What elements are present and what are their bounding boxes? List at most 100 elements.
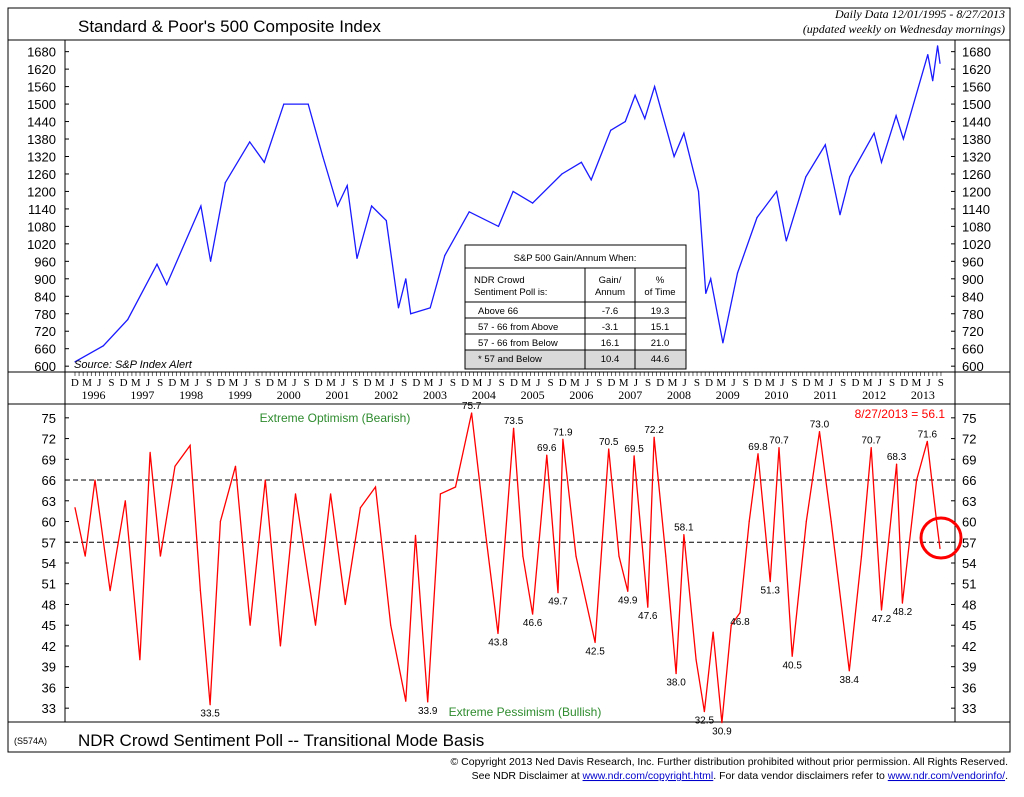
y-tick-label-right: 66	[962, 473, 976, 488]
data-point	[902, 138, 905, 140]
data-point	[454, 486, 457, 488]
data-point	[805, 176, 807, 178]
data-point	[895, 463, 898, 465]
data-label: 48.2	[893, 607, 913, 618]
x-month-label: S	[255, 377, 261, 389]
data-point	[166, 284, 168, 286]
data-label: 71.6	[918, 429, 938, 440]
vendor-link[interactable]: www.ndr.com/vendorinfo/	[887, 770, 1005, 782]
x-month-label: M	[619, 377, 629, 389]
data-point	[624, 120, 626, 123]
x-month-label: M	[472, 377, 482, 389]
data-point	[673, 155, 675, 158]
data-point	[390, 624, 392, 626]
data-point	[561, 173, 563, 175]
x-month-label: S	[743, 377, 749, 389]
data-point	[485, 534, 487, 536]
y-tick-label-left: 33	[42, 701, 56, 716]
x-year-label: 2002	[374, 388, 398, 402]
y-tick-label-left: 600	[34, 359, 56, 374]
x-month-label: J	[780, 377, 785, 389]
data-point	[224, 182, 226, 184]
data-point	[683, 132, 685, 134]
data-point	[546, 454, 548, 456]
outer-frame	[7, 7, 1011, 753]
x-month-label: M	[277, 377, 287, 389]
y-tick-label-right: 1140	[962, 202, 990, 217]
x-month-label: J	[292, 377, 297, 389]
data-point	[74, 361, 76, 363]
data-point	[346, 185, 348, 187]
x-month-label: J	[146, 377, 151, 389]
data-label: 73.0	[810, 420, 830, 431]
table-cell-label: 57 - 66 from Above	[478, 322, 558, 333]
x-month-label: S	[694, 377, 700, 389]
data-point	[901, 602, 904, 604]
data-label: 72.2	[644, 425, 664, 436]
data-point	[935, 520, 938, 523]
x-month-label: D	[803, 377, 811, 389]
x-month-label: S	[889, 377, 895, 389]
data-point	[880, 161, 883, 163]
x-month-label: M	[668, 377, 678, 389]
x-month-label: M	[863, 377, 873, 389]
y-tick-label-right: 48	[962, 597, 976, 612]
x-month-label: J	[585, 377, 590, 389]
y-tick-label-right: 57	[962, 535, 976, 550]
y-tick-label-right: 63	[962, 494, 976, 509]
data-label: 47.6	[638, 611, 658, 622]
data-point	[522, 555, 524, 557]
x-month-label: M	[521, 377, 531, 389]
y-tick-label-right: 1500	[962, 97, 991, 112]
data-point	[127, 318, 129, 321]
x-month-label: J	[731, 377, 736, 389]
y-tick-label-right: 1440	[962, 115, 991, 130]
y-tick-label-right: 720	[962, 324, 984, 339]
sp500-panel: 600 600 660 660 720 720 780 780 840 840 900 900 960 9…	[27, 45, 991, 375]
latest-value-label: 8/27/2013 = 56.1	[855, 407, 946, 421]
data-point	[932, 80, 934, 82]
y-tick-label-left: 57	[42, 535, 56, 550]
table-cell-gain: 10.4	[601, 354, 620, 365]
x-month-label: S	[938, 377, 944, 389]
table-cell-time: 44.6	[651, 354, 670, 365]
y-tick-label-right: 42	[962, 639, 976, 654]
table-header-3: % of Time	[644, 275, 675, 298]
data-point	[627, 590, 629, 592]
data-point	[471, 412, 473, 414]
y-tick-label-left: 1020	[27, 237, 56, 252]
y-tick-label-left: 36	[42, 680, 56, 695]
data-label: 38.4	[840, 675, 860, 686]
x-month-label: D	[364, 377, 372, 389]
data-point	[94, 479, 96, 481]
data-point	[712, 631, 714, 633]
x-month-label: S	[157, 377, 163, 389]
data-point	[722, 342, 724, 344]
y-tick-label-left: 900	[34, 272, 56, 287]
y-tick-label-left: 1200	[27, 184, 56, 199]
data-point	[839, 214, 841, 216]
y-tick-label-left: 66	[42, 473, 56, 488]
data-point	[439, 493, 442, 495]
y-tick-label-right: 1680	[962, 45, 991, 60]
y-tick-label-left: 1500	[27, 97, 56, 112]
data-point	[590, 179, 592, 181]
x-month-label: D	[412, 377, 420, 389]
data-point	[219, 520, 221, 523]
data-point	[610, 129, 612, 131]
y-tick-label-left: 54	[42, 556, 56, 571]
x-month-label: M	[375, 377, 385, 389]
data-point	[848, 670, 850, 672]
x-month-label: M	[716, 377, 726, 389]
x-year-label: 2007	[618, 388, 642, 402]
data-label: 70.7	[861, 436, 881, 447]
x-month-label: M	[912, 377, 922, 389]
table-cell-gain: -7.6	[602, 306, 618, 317]
copyright-link[interactable]: www.ndr.com/copyright.html	[582, 770, 714, 782]
upper-panel	[7, 39, 1011, 373]
x-month-label: M	[765, 377, 775, 389]
data-label: 49.9	[618, 595, 638, 606]
data-point	[736, 272, 739, 274]
y-tick-label-right: 36	[962, 680, 976, 695]
data-label: 47.2	[872, 614, 892, 625]
